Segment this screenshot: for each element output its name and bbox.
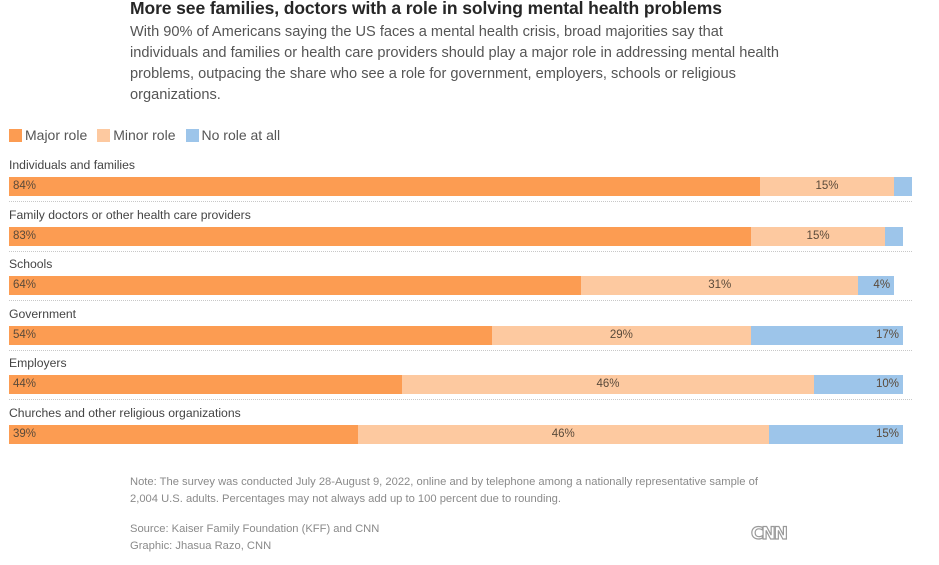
row-divider bbox=[9, 300, 912, 302]
legend-swatch-none bbox=[185, 128, 199, 142]
category-label: Individuals and families bbox=[9, 158, 136, 172]
bar-segment-major: 39% bbox=[9, 425, 358, 444]
data-label-major: 84% bbox=[13, 180, 37, 192]
bar-segment-none: 17% bbox=[751, 325, 903, 345]
row-divider bbox=[9, 250, 912, 252]
legend-label-none: No role at all bbox=[201, 127, 281, 143]
bar-segment-none: 4% bbox=[858, 276, 895, 296]
bar-segment-minor: 46% bbox=[357, 425, 769, 444]
data-label-minor: 46% bbox=[596, 378, 620, 391]
legend-item-minor: Minor role bbox=[97, 127, 176, 143]
data-label-major: 44% bbox=[13, 378, 37, 391]
source-credit: Source: Kaiser Family Foundation (KFF) a… bbox=[130, 521, 379, 554]
bar-segment-minor: 46% bbox=[402, 375, 814, 395]
category-label: Family doctors or other health care prov… bbox=[9, 207, 251, 222]
data-label-minor: 15% bbox=[806, 229, 830, 242]
bar-segment-minor: 15% bbox=[759, 177, 895, 196]
legend-label-major: Major role bbox=[25, 127, 88, 143]
bar-segment-major: 83% bbox=[9, 226, 752, 246]
data-label-minor: 46% bbox=[551, 428, 575, 440]
row-divider bbox=[9, 349, 912, 351]
category-label: Employers bbox=[9, 356, 67, 371]
bar-segment-minor: 15% bbox=[751, 226, 886, 246]
data-label-minor: 29% bbox=[609, 328, 633, 341]
chart-title: More see families, doctors with a role i… bbox=[130, 0, 722, 18]
graphic-credit: Graphic: Jhasua Razo, CNN bbox=[130, 539, 272, 552]
cnn-logo: CNN bbox=[750, 523, 788, 544]
category-label: Churches and other religious organizatio… bbox=[9, 406, 241, 420]
row-divider bbox=[9, 399, 912, 401]
data-label-major: 39% bbox=[13, 428, 37, 440]
bar-segment-none bbox=[885, 226, 903, 246]
legend: Major role Minor role No role at all bbox=[9, 127, 290, 143]
legend-item-major: Major role bbox=[9, 127, 87, 143]
bar-segment-none: 15% bbox=[768, 425, 903, 444]
data-label-major: 83% bbox=[13, 229, 37, 242]
data-label-major: 64% bbox=[13, 279, 37, 292]
data-label-none: 17% bbox=[875, 328, 899, 341]
category-label: Schools bbox=[9, 257, 53, 272]
data-label-minor: 31% bbox=[708, 279, 732, 292]
bar-segment-major: 44% bbox=[9, 375, 403, 395]
source-text: Source: Kaiser Family Foundation (KFF) a… bbox=[130, 523, 380, 535]
row-divider bbox=[9, 201, 912, 202]
data-label-minor: 15% bbox=[815, 180, 839, 192]
chart-subtitle: With 90% of Americans saying the US face… bbox=[130, 24, 779, 103]
footnote: Note: The survey was conducted July 28-A… bbox=[130, 476, 758, 505]
legend-item-none: No role at all bbox=[185, 127, 281, 143]
category-label: Government bbox=[9, 306, 77, 321]
data-label-none: 15% bbox=[875, 428, 899, 440]
bar-segment-minor: 31% bbox=[581, 276, 859, 296]
bar-segment-minor: 29% bbox=[491, 325, 751, 345]
legend-swatch-major bbox=[9, 128, 22, 142]
bar-segment-major: 64% bbox=[9, 276, 582, 296]
legend-label-minor: Minor role bbox=[113, 127, 176, 143]
bar-segment-major: 84% bbox=[9, 177, 760, 196]
data-label-none: 10% bbox=[875, 378, 899, 391]
bar-segment-none bbox=[894, 177, 912, 196]
bar-segment-major: 54% bbox=[9, 325, 492, 345]
data-label-major: 54% bbox=[13, 328, 37, 341]
data-label-none: 4% bbox=[873, 279, 891, 292]
legend-swatch-minor bbox=[97, 128, 111, 142]
bar-segment-none: 10% bbox=[813, 375, 903, 395]
